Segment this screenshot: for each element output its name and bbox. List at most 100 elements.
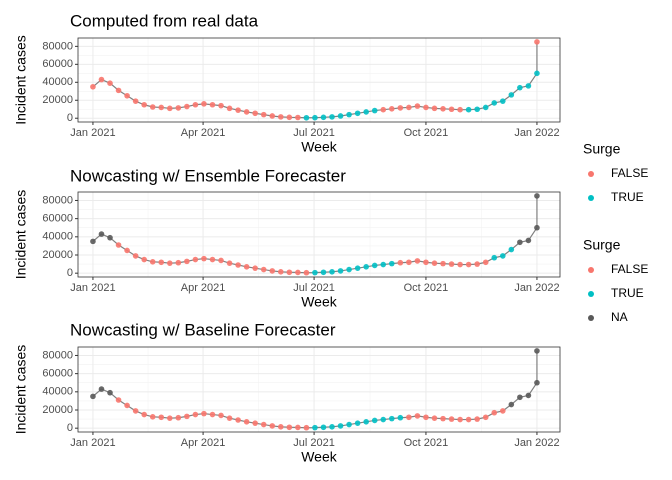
x-tick-label: Jan 2022 <box>514 437 559 449</box>
point <box>525 83 532 89</box>
point <box>184 413 190 420</box>
x-tick-label: Apr 2021 <box>181 282 226 294</box>
point <box>277 269 284 275</box>
x-tick-label: Jan 2021 <box>70 127 115 139</box>
point <box>149 414 156 420</box>
point <box>124 402 130 409</box>
x-tick-label: Oct 2021 <box>404 437 449 449</box>
point <box>175 259 182 266</box>
y-tick-label: 80000 <box>42 40 73 52</box>
point <box>465 261 472 268</box>
point <box>312 269 318 276</box>
y-tick-label: 60000 <box>42 58 73 70</box>
point <box>525 392 532 399</box>
point <box>166 260 173 266</box>
point <box>184 258 190 265</box>
point <box>329 269 335 275</box>
point <box>363 264 369 270</box>
point <box>132 98 139 104</box>
point <box>534 379 540 386</box>
point <box>295 424 301 431</box>
y-axis-label: Incident cases <box>13 35 29 125</box>
point <box>414 103 421 109</box>
point <box>124 92 130 99</box>
x-tick-label: Apr 2021 <box>181 437 226 449</box>
point <box>132 408 139 414</box>
panel-border <box>77 191 561 278</box>
point <box>286 114 293 121</box>
point <box>90 83 96 90</box>
y-tick-label: 60000 <box>42 213 73 225</box>
point <box>440 415 446 422</box>
point <box>508 92 515 98</box>
point <box>363 109 369 115</box>
point <box>98 386 105 392</box>
point <box>517 394 523 401</box>
point <box>243 264 250 270</box>
point <box>499 408 506 414</box>
point <box>406 414 412 421</box>
point <box>141 256 147 263</box>
y-tick-label: 0 <box>67 422 73 434</box>
x-axis-label: Week <box>301 294 338 310</box>
y-tick-label: 40000 <box>42 386 73 398</box>
point <box>371 417 378 424</box>
x-tick-label: Jan 2022 <box>514 127 559 139</box>
x-tick-label: Apr 2021 <box>181 127 226 139</box>
point <box>158 414 165 421</box>
point <box>346 266 352 273</box>
y-tick-label: 20000 <box>42 249 73 261</box>
point <box>226 105 233 112</box>
point <box>423 259 429 266</box>
point <box>192 256 199 263</box>
point <box>474 416 480 422</box>
point <box>295 114 301 121</box>
point <box>260 266 267 273</box>
point <box>252 265 258 271</box>
x-tick-label: Oct 2021 <box>404 282 449 294</box>
point <box>388 415 395 422</box>
point <box>371 107 378 114</box>
x-tick-label: Jan 2022 <box>514 282 559 294</box>
point <box>107 80 113 86</box>
legend-swatch <box>588 267 594 273</box>
y-tick-label: 20000 <box>42 404 73 416</box>
point <box>346 421 352 428</box>
panel-border <box>77 346 561 433</box>
point <box>175 105 182 111</box>
y-tick-label: 0 <box>67 267 73 279</box>
point <box>303 269 310 276</box>
point <box>431 260 438 266</box>
point <box>141 411 147 418</box>
point <box>252 420 258 426</box>
point <box>269 268 276 274</box>
point <box>269 113 276 119</box>
point <box>517 239 523 246</box>
point <box>124 247 130 254</box>
point <box>491 254 498 261</box>
point <box>346 111 352 118</box>
y-tick-label: 80000 <box>42 349 73 361</box>
point <box>337 423 344 429</box>
point <box>363 419 369 425</box>
point <box>423 104 429 111</box>
x-tick-label: Jan 2021 <box>70 437 115 449</box>
point <box>406 104 412 111</box>
point <box>192 411 199 418</box>
point <box>218 412 224 419</box>
point <box>286 269 293 276</box>
x-tick-label: Jul 2021 <box>293 437 335 449</box>
point <box>286 424 293 431</box>
point <box>448 106 455 113</box>
point <box>303 114 310 121</box>
point <box>243 419 250 425</box>
point <box>465 416 472 423</box>
point <box>149 259 156 265</box>
y-axis-label: Incident cases <box>13 190 29 280</box>
point <box>201 410 207 417</box>
point <box>354 420 361 426</box>
point <box>115 242 122 248</box>
x-tick-label: Oct 2021 <box>404 127 449 139</box>
point <box>474 261 480 267</box>
